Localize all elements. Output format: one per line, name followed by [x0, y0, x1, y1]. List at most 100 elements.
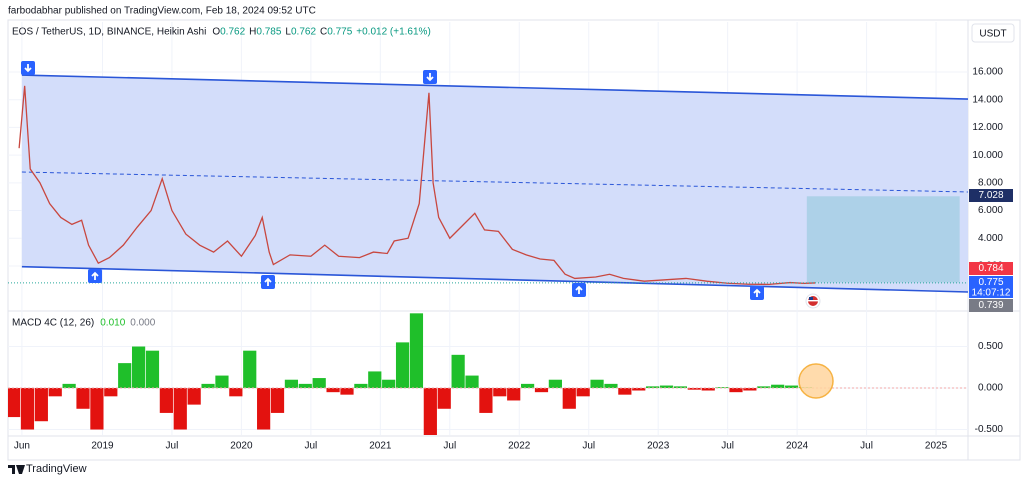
price-tag-box	[969, 276, 1013, 289]
projection-box	[806, 196, 960, 283]
macd-bar	[507, 388, 521, 401]
y-tick-label: 6.000	[978, 205, 1003, 216]
macd-bar	[771, 384, 785, 389]
ohlc-value: 0.775	[327, 27, 352, 38]
price-tag: 0.739	[978, 300, 1003, 311]
macd-bar	[423, 388, 437, 435]
macd-bar	[646, 386, 660, 389]
macd-title: MACD 4C (12, 26)	[12, 318, 94, 329]
macd-bar	[368, 371, 382, 389]
tv-logo	[8, 465, 25, 474]
macd-bar	[409, 313, 424, 389]
footer-brand: TradingView	[26, 463, 87, 475]
published: farbodabhar published on TradingView.com…	[8, 6, 316, 17]
macd-bar	[465, 375, 479, 389]
macd-bar	[90, 388, 104, 430]
price-pane	[8, 74, 968, 293]
macd-bar	[243, 350, 257, 389]
channel-lower	[21, 265, 968, 293]
macd-bar	[159, 388, 173, 413]
macd-bar	[34, 388, 48, 422]
y-tick-label: 8.000	[978, 177, 1003, 188]
x-tick-label: 2022	[508, 441, 531, 452]
macd-bar	[618, 388, 632, 395]
x-tick-label: Jul	[304, 441, 317, 452]
channel-fill	[21, 75, 968, 292]
macd-bar	[632, 388, 646, 391]
macd-bar	[187, 388, 201, 405]
price-tag: 0.784	[978, 263, 1003, 274]
macd-bar	[479, 388, 493, 413]
down-arrow	[423, 70, 437, 84]
macd-bar	[395, 342, 410, 389]
ohlc-value: 0.762	[291, 27, 316, 38]
macd-bar	[743, 388, 757, 391]
macd-bar	[548, 379, 562, 389]
ohlc-label: C	[320, 27, 327, 38]
x-tick-label: 2020	[230, 441, 253, 452]
macd-legend-value: 0.000	[130, 318, 155, 329]
macd-bar	[270, 388, 285, 413]
highlight-circle	[798, 363, 834, 399]
macd-bar	[257, 388, 271, 430]
macd-bar	[118, 363, 132, 389]
y2-tick-label: 0.000	[978, 383, 1003, 394]
price-tag: 14:07:12	[972, 288, 1011, 299]
macd-bar	[382, 379, 396, 389]
macd-bar	[229, 388, 243, 397]
y-tick-label: 16.000	[972, 67, 1003, 78]
y-tick-label: 10.000	[972, 150, 1003, 161]
us-flag-event[interactable]	[805, 293, 821, 309]
ohlc-label: H	[249, 27, 256, 38]
y-tick-label: 4.000	[978, 233, 1003, 244]
macd-bar	[715, 387, 729, 389]
ohlc-value: 0.762	[220, 27, 245, 38]
x-tick-label: Jul	[582, 441, 595, 452]
price-tag: 0.775	[978, 277, 1003, 288]
currency-box[interactable]	[971, 23, 1015, 43]
price-tag: 7.028	[978, 190, 1003, 201]
macd-bar	[131, 346, 146, 389]
macd-legend-value: 0.010	[100, 318, 125, 329]
macd-bar	[534, 388, 549, 393]
macd-bar	[784, 385, 799, 389]
macd-bar	[298, 383, 312, 389]
macd-bar	[576, 388, 590, 397]
y2-tick-label: 0.500	[978, 341, 1003, 352]
macd-bar	[215, 375, 229, 389]
x-tick-label: Jul	[443, 441, 456, 452]
macd-bar	[48, 388, 62, 397]
up-arrow	[88, 269, 102, 283]
up-arrow	[750, 286, 764, 300]
x-tick-label: 2023	[647, 441, 670, 452]
ohlc-value: 0.785	[256, 27, 281, 38]
macd-bar	[76, 388, 90, 409]
macd-bar	[520, 383, 535, 389]
y-tick-label: 14.000	[972, 94, 1003, 105]
macd-bar	[62, 383, 76, 389]
currency[interactable]: USDT	[979, 29, 1006, 40]
signal-icons	[21, 61, 834, 399]
frame	[7, 19, 1021, 461]
x-tick-label: Jul	[166, 441, 179, 452]
macd-bar	[451, 354, 465, 389]
macd-bar	[493, 388, 507, 397]
up-arrow	[261, 275, 275, 289]
down-arrow	[21, 61, 35, 75]
x-tick-label: Jun	[14, 441, 30, 452]
x-tick-label: 2021	[369, 441, 392, 452]
price-tag-box	[969, 299, 1013, 312]
macd-bar	[604, 383, 618, 389]
macd-bar	[437, 388, 451, 409]
y-tick-label: 12.000	[972, 122, 1003, 133]
macd-bar	[312, 378, 326, 389]
price-tag-box	[969, 262, 1013, 275]
ohlc-label: L	[285, 27, 291, 38]
ohlc-label: O	[212, 27, 220, 38]
front-layer: Jun 2019 Jul 2020 Jul 2021 Jul 2022 Jul 2023 Jul 20…	[12, 27, 1013, 452]
macd-bar	[20, 388, 35, 430]
macd-bar	[687, 388, 701, 390]
macd-bar	[729, 388, 743, 393]
macd-bar	[340, 388, 354, 395]
